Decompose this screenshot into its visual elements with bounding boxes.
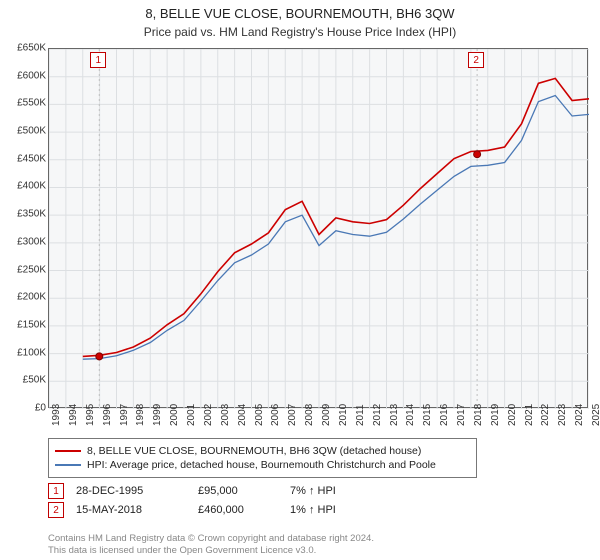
x-axis-tick-label: 1999: [152, 404, 163, 426]
x-axis-tick-label: 1994: [68, 404, 79, 426]
legend-label: HPI: Average price, detached house, Bour…: [87, 459, 436, 471]
x-axis-tick-label: 1993: [51, 404, 62, 426]
y-axis-tick-label: £200K: [2, 292, 46, 303]
x-axis-tick-label: 2014: [405, 404, 416, 426]
sale-delta: 7% ↑ HPI: [290, 485, 370, 497]
x-axis-tick-label: 2012: [372, 404, 383, 426]
x-axis-tick-label: 2008: [304, 404, 315, 426]
x-axis-tick-label: 2010: [338, 404, 349, 426]
y-axis-tick-label: £650K: [2, 43, 46, 54]
footer-line: Contains HM Land Registry data © Crown c…: [48, 533, 374, 544]
x-axis-tick-label: 2017: [456, 404, 467, 426]
y-axis-tick-label: £150K: [2, 319, 46, 330]
y-axis-tick-label: £450K: [2, 153, 46, 164]
x-axis-tick-label: 1997: [119, 404, 130, 426]
x-axis-tick-label: 2023: [557, 404, 568, 426]
sale-marker-box: 1: [90, 52, 106, 68]
y-axis-tick-label: £300K: [2, 236, 46, 247]
y-axis-tick-label: £550K: [2, 98, 46, 109]
x-axis-tick-label: 2013: [389, 404, 400, 426]
x-axis-tick-label: 2022: [540, 404, 551, 426]
legend-label: 8, BELLE VUE CLOSE, BOURNEMOUTH, BH6 3QW…: [87, 445, 421, 457]
x-axis-tick-label: 2003: [220, 404, 231, 426]
x-axis-tick-label: 2015: [422, 404, 433, 426]
y-axis-tick-label: £400K: [2, 181, 46, 192]
sale-marker-box: 1: [48, 483, 64, 499]
chart-svg: [49, 49, 589, 409]
sales-table: 1 28-DEC-1995 £95,000 7% ↑ HPI 2 15-MAY-…: [48, 480, 370, 521]
legend-swatch-hpi: [55, 464, 81, 466]
x-axis-tick-label: 2000: [169, 404, 180, 426]
footer-line: This data is licensed under the Open Gov…: [48, 545, 374, 556]
y-axis-tick-label: £500K: [2, 126, 46, 137]
x-axis-tick-label: 2004: [237, 404, 248, 426]
x-axis-tick-label: 2009: [321, 404, 332, 426]
y-axis-tick-label: £50K: [2, 375, 46, 386]
page-subtitle: Price paid vs. HM Land Registry's House …: [0, 25, 600, 39]
x-axis-tick-label: 2025: [591, 404, 600, 426]
x-axis-tick-label: 2018: [473, 404, 484, 426]
x-axis-tick-label: 2024: [574, 404, 585, 426]
x-axis-tick-label: 2001: [186, 404, 197, 426]
x-axis-tick-label: 1996: [102, 404, 113, 426]
sale-date: 15-MAY-2018: [76, 504, 186, 516]
sale-price: £460,000: [198, 504, 278, 516]
sale-delta: 1% ↑ HPI: [290, 504, 370, 516]
x-axis-tick-label: 2007: [287, 404, 298, 426]
sales-row: 1 28-DEC-1995 £95,000 7% ↑ HPI: [48, 483, 370, 499]
y-axis-tick-label: £600K: [2, 70, 46, 81]
legend: 8, BELLE VUE CLOSE, BOURNEMOUTH, BH6 3QW…: [48, 438, 477, 478]
sale-price: £95,000: [198, 485, 278, 497]
chart-plot-area: [48, 48, 588, 408]
x-axis-tick-label: 2016: [439, 404, 450, 426]
legend-swatch-subject: [55, 450, 81, 452]
page-title: 8, BELLE VUE CLOSE, BOURNEMOUTH, BH6 3QW: [0, 6, 600, 21]
x-axis-tick-label: 2011: [355, 404, 366, 426]
sales-row: 2 15-MAY-2018 £460,000 1% ↑ HPI: [48, 502, 370, 518]
x-axis-tick-label: 2005: [254, 404, 265, 426]
sale-date: 28-DEC-1995: [76, 485, 186, 497]
x-axis-tick-label: 1998: [135, 404, 146, 426]
x-axis-tick-label: 2006: [270, 404, 281, 426]
y-axis-tick-label: £0: [2, 403, 46, 414]
x-axis-tick-label: 1995: [85, 404, 96, 426]
x-axis-tick-label: 2002: [203, 404, 214, 426]
x-axis-tick-label: 2021: [524, 404, 535, 426]
legend-item: 8, BELLE VUE CLOSE, BOURNEMOUTH, BH6 3QW…: [55, 445, 470, 457]
y-axis-tick-label: £100K: [2, 347, 46, 358]
y-axis-tick-label: £350K: [2, 209, 46, 220]
x-axis-tick-label: 2019: [490, 404, 501, 426]
legend-item: HPI: Average price, detached house, Bour…: [55, 459, 470, 471]
sale-marker-box: 2: [48, 502, 64, 518]
x-axis-tick-label: 2020: [507, 404, 518, 426]
y-axis-tick-label: £250K: [2, 264, 46, 275]
sale-marker-box: 2: [468, 52, 484, 68]
footer: Contains HM Land Registry data © Crown c…: [48, 533, 374, 556]
